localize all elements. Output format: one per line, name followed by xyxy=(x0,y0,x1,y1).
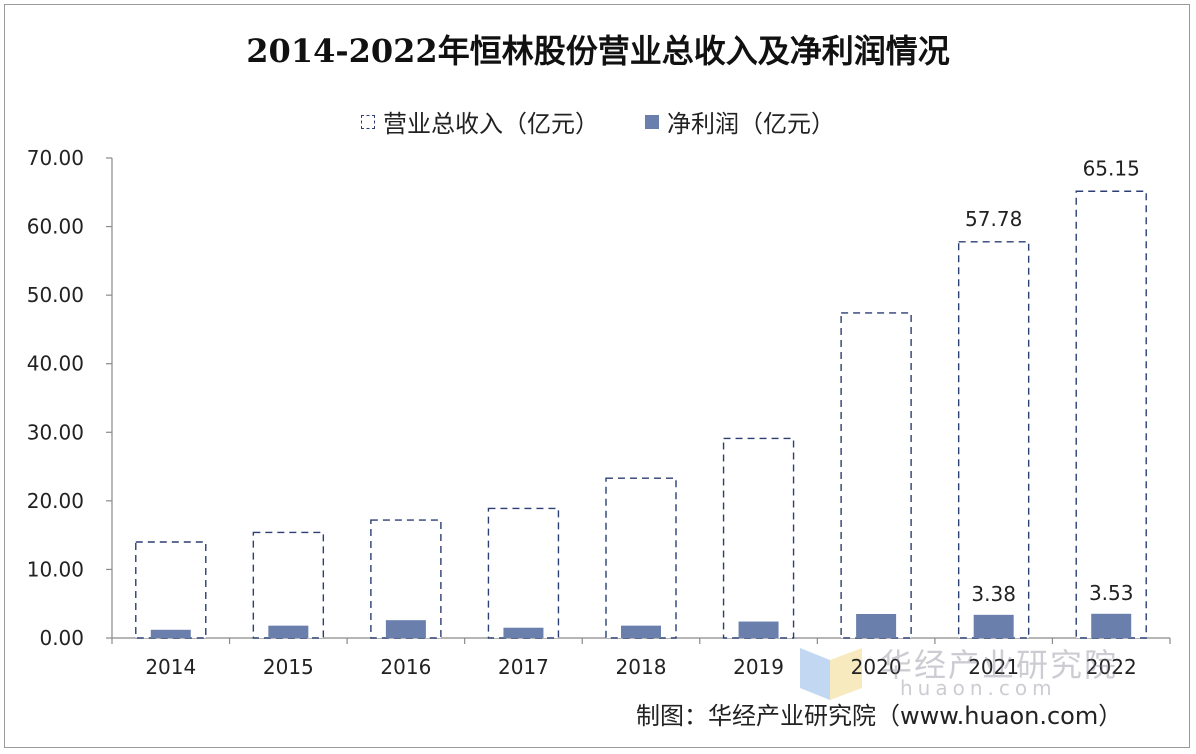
legend-label-revenue: 营业总收入（亿元） xyxy=(383,110,599,138)
net-profit-bar xyxy=(503,627,544,638)
revenue-bar xyxy=(252,531,325,639)
legend: 营业总收入（亿元） 净利润（亿元） xyxy=(0,104,1196,139)
x-tick-label: 2015 xyxy=(263,655,314,679)
x-tick-label: 2017 xyxy=(498,655,549,679)
legend-swatch-revenue xyxy=(361,114,375,129)
y-tick-label: 20.00 xyxy=(27,489,84,513)
net-profit-bar xyxy=(856,614,897,638)
chart-title: 2014-2022年恒林股份营业总收入及净利润情况 xyxy=(246,32,950,70)
legend-swatch-net-profit xyxy=(645,114,659,129)
net-profit-bar xyxy=(738,621,779,638)
y-tick-label: 0.00 xyxy=(39,626,84,650)
revenue-bar xyxy=(957,241,1030,639)
legend-item-net-profit: 净利润（亿元） xyxy=(645,104,835,139)
revenue-bar xyxy=(722,437,795,639)
y-tick-label: 10.00 xyxy=(27,557,84,581)
net-profit-bar xyxy=(973,614,1014,638)
y-tick-label: 30.00 xyxy=(27,420,84,444)
watermark-sub: huaon.com xyxy=(900,676,1057,700)
x-tick-label: 2021 xyxy=(968,655,1019,679)
net-profit-bar xyxy=(385,620,426,638)
legend-label-net-profit: 净利润（亿元） xyxy=(667,110,835,138)
revenue-data-label: 57.78 xyxy=(965,207,1022,231)
watermark-text: 华经产业研究院 xyxy=(880,646,1119,684)
x-tick-label: 2019 xyxy=(733,655,784,679)
net-profit-data-label: 3.38 xyxy=(971,582,1016,606)
revenue-bar xyxy=(1075,190,1147,639)
revenue-bar xyxy=(840,312,912,639)
revenue-bar xyxy=(487,507,560,639)
watermark-block-yellow xyxy=(830,648,862,700)
y-tick-label: 50.00 xyxy=(27,283,84,307)
x-tick-label: 2022 xyxy=(1086,655,1137,679)
y-tick-label: 70.00 xyxy=(27,146,84,170)
y-tick-label: 40.00 xyxy=(27,352,84,376)
x-tick-label: 2016 xyxy=(380,655,431,679)
watermark-block-blue xyxy=(800,648,830,700)
net-profit-bar xyxy=(268,625,309,638)
x-tick-label: 2018 xyxy=(616,655,667,679)
revenue-bar xyxy=(605,477,677,639)
x-tick-label: 2014 xyxy=(145,655,196,679)
source-note: 制图：华经产业研究院（www.huaon.com） xyxy=(636,702,1123,730)
revenue-bar xyxy=(135,541,207,639)
legend-item-revenue: 营业总收入（亿元） xyxy=(361,104,599,139)
y-tick-label: 60.00 xyxy=(27,215,84,239)
revenue-data-label: 65.15 xyxy=(1083,156,1140,180)
net-profit-bar xyxy=(1091,613,1132,638)
net-profit-data-label: 3.53 xyxy=(1089,581,1134,605)
x-tick-label: 2020 xyxy=(851,655,902,679)
watermark-logo xyxy=(800,648,862,700)
net-profit-bar xyxy=(621,625,661,638)
net-profit-bar xyxy=(150,629,191,638)
